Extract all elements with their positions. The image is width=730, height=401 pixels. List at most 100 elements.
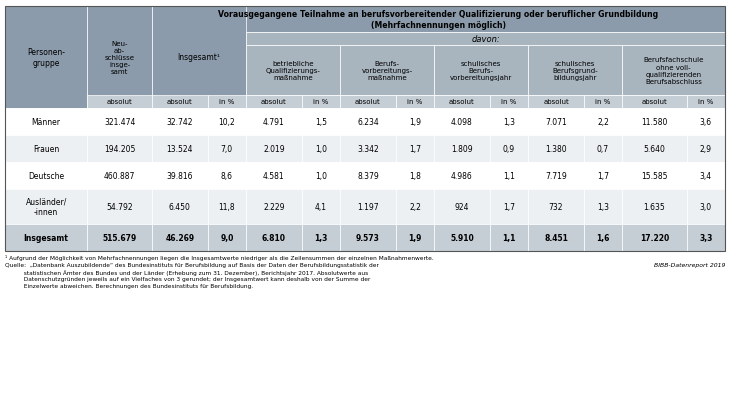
Text: 2,2: 2,2 [597, 118, 609, 127]
Text: absolut: absolut [261, 99, 287, 105]
Bar [687, 162, 725, 190]
Text: absolut: absolut [543, 99, 569, 105]
Text: Frauen: Frauen [33, 145, 59, 154]
Text: absolut: absolut [355, 99, 381, 105]
Bar [5, 109, 88, 136]
Bar [208, 162, 246, 190]
Text: 7.071: 7.071 [545, 118, 567, 127]
Bar [528, 162, 584, 190]
Text: 2.019: 2.019 [263, 145, 285, 154]
Bar [301, 225, 340, 251]
Bar [88, 96, 152, 109]
Bar [5, 190, 88, 225]
Bar [584, 136, 622, 162]
Bar [490, 162, 528, 190]
Text: 32.742: 32.742 [166, 118, 193, 127]
Text: 6.234: 6.234 [357, 118, 379, 127]
Text: Männer: Männer [31, 118, 61, 127]
Bar [528, 96, 584, 109]
Text: Deutsche: Deutsche [28, 172, 64, 180]
Text: Insgesamt¹: Insgesamt¹ [177, 53, 220, 62]
Bar [622, 109, 687, 136]
Bar [622, 162, 687, 190]
Bar [246, 109, 301, 136]
Text: Personen-
gruppe: Personen- gruppe [27, 48, 65, 67]
Text: 4.986: 4.986 [451, 172, 473, 180]
Bar [88, 109, 152, 136]
Bar [396, 109, 434, 136]
Bar [340, 96, 396, 109]
Bar [5, 136, 88, 162]
Text: 1,7: 1,7 [503, 203, 515, 211]
Text: 3,3: 3,3 [699, 233, 712, 242]
Bar [396, 225, 434, 251]
Bar [246, 190, 301, 225]
Bar [434, 96, 490, 109]
Text: in %: in % [596, 99, 611, 105]
Text: davon:: davon: [471, 35, 500, 44]
Text: Quelle:  „Datenbank Auszubildende“ des Bundesinstituts für Berufsbildung auf Bas: Quelle: „Datenbank Auszubildende“ des Bu… [5, 262, 379, 288]
Bar [490, 225, 528, 251]
Text: in %: in % [219, 99, 234, 105]
Bar [208, 225, 246, 251]
Text: 11,8: 11,8 [218, 203, 235, 211]
Bar [340, 225, 396, 251]
Text: in %: in % [407, 99, 423, 105]
Text: 4.791: 4.791 [263, 118, 285, 127]
Text: 1,9: 1,9 [409, 118, 421, 127]
Text: 6.810: 6.810 [262, 233, 286, 242]
Bar [152, 109, 208, 136]
Text: 1,7: 1,7 [409, 145, 421, 154]
Bar [152, 162, 208, 190]
Bar [246, 225, 301, 251]
Text: Berufs-
vorbereitungs-
maßnahme: Berufs- vorbereitungs- maßnahme [361, 61, 412, 81]
Bar [246, 33, 725, 46]
Bar [687, 136, 725, 162]
Bar [152, 7, 246, 109]
Text: 15.585: 15.585 [641, 172, 668, 180]
Text: 10,2: 10,2 [218, 118, 235, 127]
Bar [687, 109, 725, 136]
Bar [88, 225, 152, 251]
Bar [340, 46, 434, 96]
Bar [622, 96, 687, 109]
Bar [528, 225, 584, 251]
Bar [246, 136, 301, 162]
Bar [528, 190, 584, 225]
Bar [434, 109, 490, 136]
Text: in %: in % [698, 99, 714, 105]
Text: 7,0: 7,0 [220, 145, 233, 154]
Bar [490, 136, 528, 162]
Text: 0,7: 0,7 [597, 145, 609, 154]
Bar [396, 162, 434, 190]
Text: Vorausgegangene Teilnahme an berufsvorbereitender Qualifizierung oder berufliche: Vorausgegangene Teilnahme an berufsvorbe… [218, 10, 658, 30]
Text: 46.269: 46.269 [165, 233, 194, 242]
Bar [208, 109, 246, 136]
Bar [301, 190, 340, 225]
Text: 8,6: 8,6 [221, 172, 233, 180]
Bar [340, 109, 396, 136]
Bar [490, 96, 528, 109]
Text: 11.580: 11.580 [641, 118, 668, 127]
Text: 1,8: 1,8 [409, 172, 421, 180]
Text: 7.719: 7.719 [545, 172, 567, 180]
Bar [622, 225, 687, 251]
Bar [152, 96, 208, 109]
Bar [340, 162, 396, 190]
Text: 9.573: 9.573 [356, 233, 380, 242]
Text: 39.816: 39.816 [166, 172, 193, 180]
Bar [246, 162, 301, 190]
Bar [152, 7, 725, 33]
Text: 1,0: 1,0 [315, 145, 327, 154]
Bar [246, 96, 301, 109]
Text: 5.910: 5.910 [450, 233, 474, 242]
Text: BIBB-Datenreport 2019: BIBB-Datenreport 2019 [653, 262, 725, 267]
Bar [584, 96, 622, 109]
Text: absolut: absolut [642, 99, 667, 105]
Text: 1.809: 1.809 [451, 145, 473, 154]
Text: 1,3: 1,3 [503, 118, 515, 127]
Text: 17.220: 17.220 [639, 233, 669, 242]
Text: Ausländer/
-innen: Ausländer/ -innen [26, 197, 67, 217]
Bar [396, 190, 434, 225]
Text: schulisches
Berufs-
vorbereitungsjahr: schulisches Berufs- vorbereitungsjahr [450, 61, 512, 81]
